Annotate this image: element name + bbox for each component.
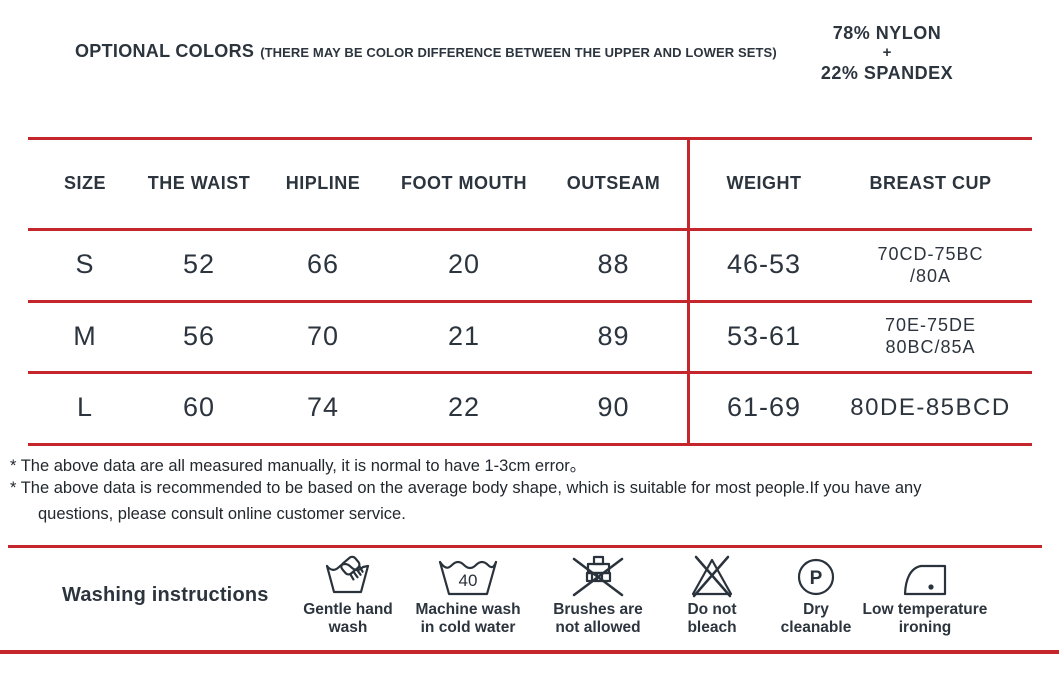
row-m-weight: 53-61 xyxy=(726,320,802,351)
row-s-hipline: 66 xyxy=(306,249,340,279)
machine-wash-icon-slot: 40 xyxy=(437,553,499,598)
svg-text:P: P xyxy=(810,568,823,589)
do-not-bleach-icon-slot xyxy=(687,553,737,598)
hand-wash-icon xyxy=(325,555,370,594)
low-temp-iron-label-line2: ironing xyxy=(898,619,952,636)
row-m-breast-cup: 70E-75DE 80BC/85A xyxy=(833,301,1028,371)
low-temp-iron-icon xyxy=(903,564,947,596)
material-line1: 78% NYLON xyxy=(832,23,942,43)
dry-clean-label-line1: Dry xyxy=(803,601,829,618)
table-vertical-divider xyxy=(687,137,690,446)
washing-instructions-title: Washing instructions xyxy=(62,584,269,606)
row-m-footmouth: 21 xyxy=(447,320,481,351)
washing-item-low-temp-ironing: Low temperature ironing xyxy=(845,553,1005,637)
table-header-rule xyxy=(28,228,1032,231)
washing-item-machine-wash: 40 Machine wash in cold water xyxy=(393,553,543,637)
washing-item-dry-cleanable: P Dry cleanable xyxy=(741,553,891,637)
row-m-waist: 56 xyxy=(182,320,216,351)
row-l-size: L xyxy=(76,392,94,422)
row-s-breast-cup-line2: /80A xyxy=(909,265,952,286)
row-l-breast-cup-line1: 80DE-85BCD xyxy=(850,393,1011,421)
col-header-outseam: OUTSEAM xyxy=(566,172,661,193)
do-not-bleach-icon xyxy=(691,555,733,598)
row-m-breast-cup-line2: 80BC/85A xyxy=(885,337,976,357)
no-brush-label-line2: not allowed xyxy=(555,619,641,636)
row-l-outseam: 90 xyxy=(597,392,630,422)
footnote-2-continued: questions, please consult online custome… xyxy=(38,505,406,523)
row-l-hipline: 74 xyxy=(306,392,340,422)
row-l-breast-cup: 80DE-85BCD xyxy=(833,372,1028,443)
no-brush-icon xyxy=(572,555,624,597)
row-s-breast-cup: 70CD-75BC /80A xyxy=(833,229,1028,300)
do-not-bleach-label-line2: bleach xyxy=(687,619,737,636)
row-l-weight: 61-69 xyxy=(726,392,802,422)
row-m-size: M xyxy=(73,320,97,351)
row-m-hipline: 70 xyxy=(306,320,340,351)
row-s-outseam: 88 xyxy=(597,249,630,279)
washing-item-hand-wash: Gentle hand wash xyxy=(273,553,423,637)
footnote-2: * The above data is recommended to be ba… xyxy=(10,479,922,497)
hand-wash-label-line1: Gentle hand xyxy=(303,601,393,618)
no-brush-label-line1: Brushes are xyxy=(553,601,643,618)
table-top-rule xyxy=(28,137,1032,140)
table-row1-rule xyxy=(28,300,1032,303)
footnote-1: * The above data are all measured manual… xyxy=(10,457,587,475)
row-s-breast-cup-line1: 70CD-75BC xyxy=(877,243,984,264)
do-not-bleach-label-line1: Do not xyxy=(687,601,737,618)
row-s-size: S xyxy=(75,249,95,279)
col-header-size: SIZE xyxy=(63,172,106,193)
no-brush-icon-slot xyxy=(570,553,626,598)
row-m-outseam: 89 xyxy=(597,320,630,351)
hand-wash-label-line2: wash xyxy=(328,619,368,636)
row-s-waist: 52 xyxy=(182,249,216,279)
low-temp-iron-icon-slot xyxy=(901,553,949,598)
material-line2: 22% SPANDEX xyxy=(820,63,954,83)
row-m-breast-cup-line1: 70E-75DE xyxy=(884,315,977,335)
machine-wash-label-line2: in cold water xyxy=(420,619,516,636)
hand-wash-icon-slot xyxy=(323,553,373,598)
low-temp-iron-label-line1: Low temperature xyxy=(862,601,988,618)
washing-item-do-not-bleach: Do not bleach xyxy=(637,553,787,637)
table-row2-rule xyxy=(28,371,1032,374)
dry-clean-label-line2: cleanable xyxy=(780,619,852,636)
row-l-waist: 60 xyxy=(182,392,216,422)
col-header-breast-cup: BREAST CUP xyxy=(869,172,992,193)
col-header-hipline: HIPLINE xyxy=(285,172,361,193)
washing-bottom-rule xyxy=(0,650,1059,654)
svg-text:40: 40 xyxy=(459,571,478,590)
material-plus: + xyxy=(882,44,892,61)
row-s-weight: 46-53 xyxy=(726,249,802,279)
table-bottom-rule xyxy=(28,443,1032,446)
optional-colors-label: OPTIONAL COLORS xyxy=(75,41,255,61)
col-header-foot-mouth: FOOT MOUTH xyxy=(401,172,527,193)
optional-colors-heading: OPTIONAL COLORS (THERE MAY BE COLOR DIFF… xyxy=(75,41,777,62)
row-s-footmouth: 20 xyxy=(447,249,481,279)
washing-item-no-brush: Brushes are not allowed xyxy=(523,553,673,637)
machine-wash-label-line1: Machine wash xyxy=(415,601,521,618)
col-header-the-waist: THE WAIST xyxy=(147,172,251,193)
row-l-footmouth: 22 xyxy=(447,392,481,422)
dry-clean-icon-slot: P xyxy=(795,553,837,598)
dry-clean-icon: P xyxy=(797,558,835,596)
optional-colors-note: (THERE MAY BE COLOR DIFFERENCE BETWEEN T… xyxy=(260,45,777,60)
col-header-weight: WEIGHT xyxy=(726,172,802,193)
machine-wash-40-icon: 40 xyxy=(438,560,498,596)
material-composition: 78% NYLON + 22% SPANDEX xyxy=(767,22,1007,84)
washing-top-rule xyxy=(8,545,1042,548)
